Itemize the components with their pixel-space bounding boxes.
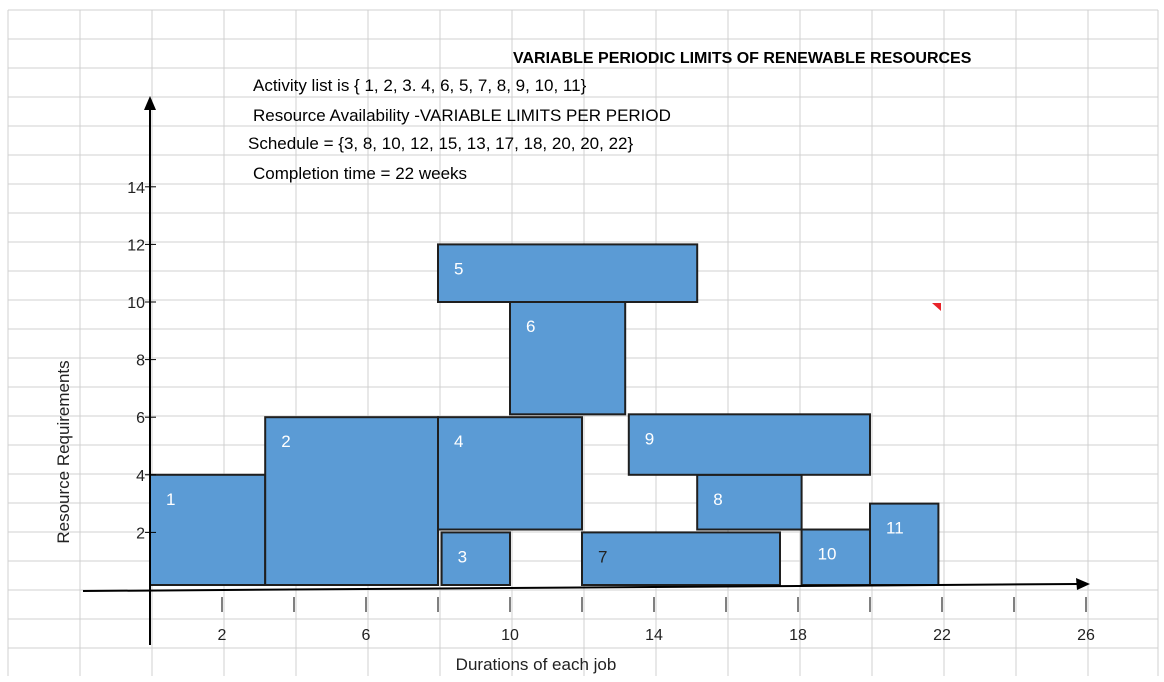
job-label-5: 5 — [454, 259, 463, 278]
job-label-8: 8 — [713, 490, 722, 509]
y-tick-label: 14 — [127, 180, 145, 197]
job-label-2: 2 — [281, 432, 290, 451]
x-tick-label: 2 — [218, 627, 227, 644]
x-axis-arrow — [1076, 578, 1090, 590]
x-axis-line — [82, 583, 1079, 592]
x-tick-label: 22 — [933, 627, 951, 644]
y-tick-label: 6 — [136, 410, 145, 427]
annotation-resource-availability: Resource Availability -VARIABLE LIMITS P… — [253, 106, 671, 125]
spreadsheet-grid — [7, 9, 1159, 676]
job-bars: 1 2 3 4 5 6 7 8 9 10 11 — [149, 243, 940, 587]
chart-title: VARIABLE PERIODIC LIMITS OF RENEWABLE RE… — [513, 50, 972, 67]
x-axis-title: Durations of each job — [456, 655, 617, 674]
job-label-6: 6 — [526, 317, 535, 336]
annotation-schedule: Schedule = {3, 8, 10, 12, 15, 13, 17, 18… — [248, 134, 633, 153]
job-label-10: 10 — [818, 545, 837, 564]
annotation-activity-list: Activity list is { 1, 2, 3. 4, 6, 5, 7, … — [253, 76, 587, 95]
x-tick-label: 14 — [645, 627, 663, 644]
job-bar-8 — [696, 473, 803, 531]
y-tick-label: 2 — [136, 525, 145, 542]
job-label-7: 7 — [598, 547, 607, 566]
annotation-completion-time: Completion time = 22 weeks — [253, 164, 467, 183]
x-tick-label: 26 — [1077, 627, 1095, 644]
job-label-11: 11 — [886, 519, 904, 538]
job-label-3: 3 — [458, 547, 467, 566]
job-bar-9 — [627, 413, 871, 476]
y-tick-label: 4 — [136, 468, 145, 485]
job-bar-6 — [509, 301, 627, 416]
job-label-1: 1 — [166, 490, 175, 509]
x-tick-label: 6 — [362, 627, 371, 644]
job-bar-7 — [581, 531, 781, 587]
job-bar-5 — [437, 243, 699, 303]
job-bar-3 — [440, 531, 512, 587]
job-bar-1 — [149, 473, 267, 586]
job-bar-10 — [800, 528, 871, 587]
y-tick-label: 12 — [127, 237, 145, 254]
y-axis-arrow — [144, 96, 156, 110]
y-axis-title: Resource Requirements — [54, 360, 73, 543]
job-bar-4 — [437, 416, 583, 531]
job-bar-11 — [869, 502, 940, 587]
job-label-9: 9 — [645, 429, 654, 448]
x-tick-label: 18 — [789, 627, 807, 644]
red-cell-marker — [932, 303, 941, 311]
job-bar-2 — [264, 416, 440, 587]
y-tick-label: 8 — [136, 353, 145, 370]
y-tick-label: 10 — [127, 295, 145, 312]
x-tick-label: 10 — [501, 627, 519, 644]
job-label-4: 4 — [454, 432, 463, 451]
